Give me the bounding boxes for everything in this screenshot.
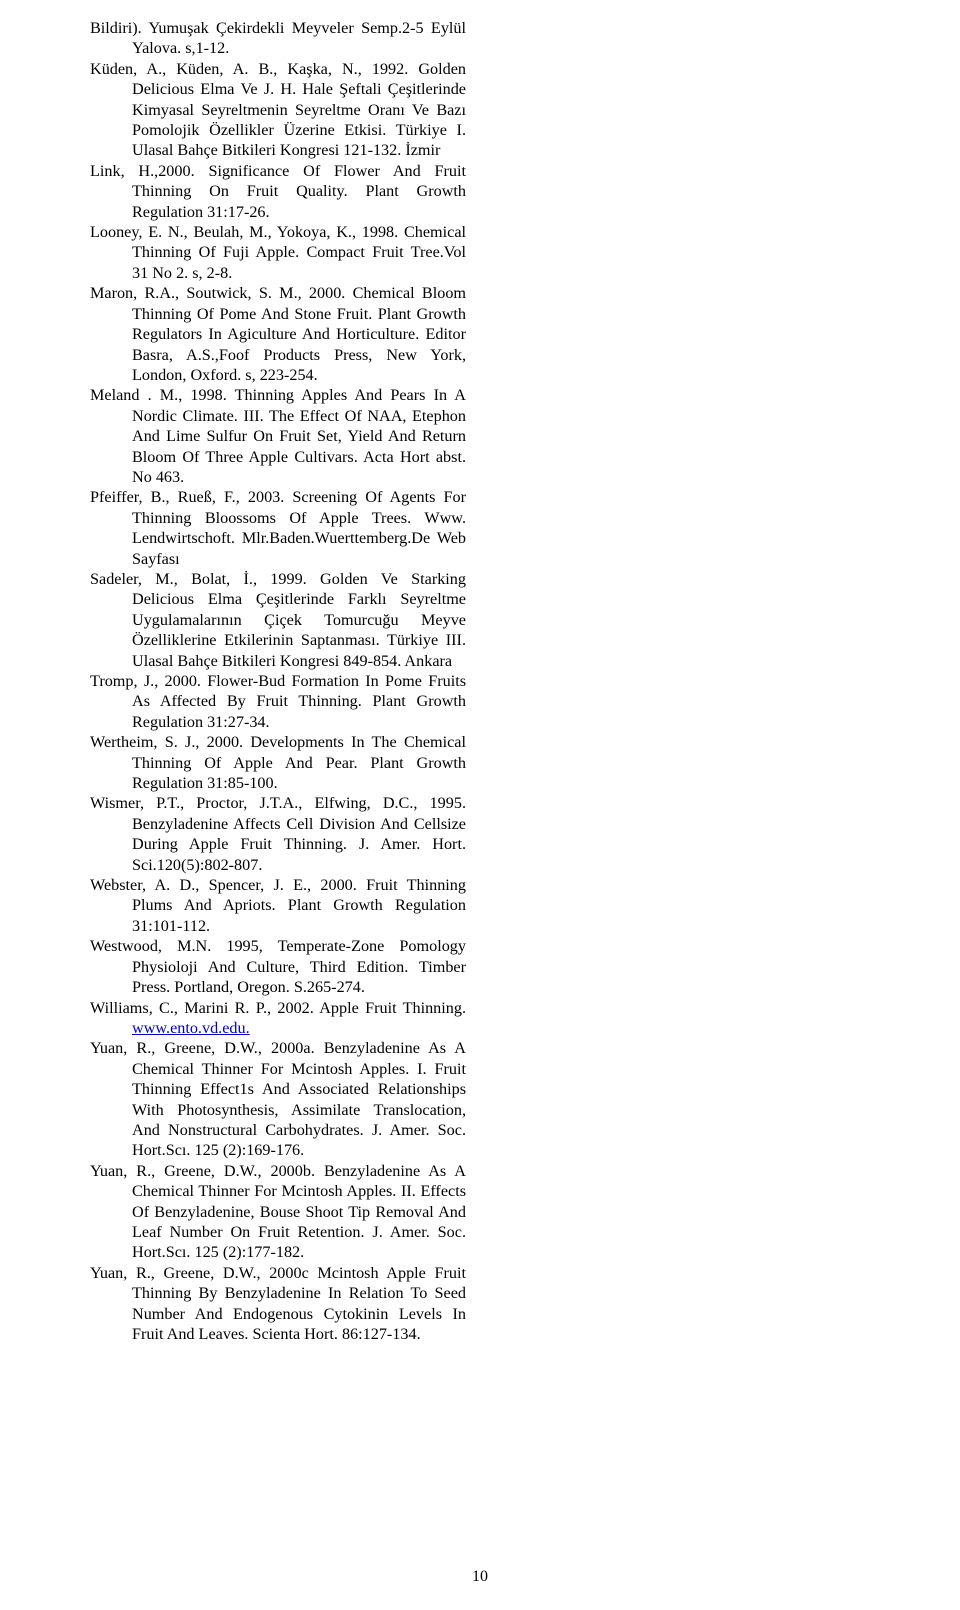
reference-entry-with-link: Williams, C., Marini R. P., 2002. Apple … [90,998,466,1039]
reference-text: Williams, C., Marini R. P., 2002. Apple … [90,999,466,1017]
references-columns: Bildiri). Yumuşak Çekirdekli Meyveler Se… [90,18,870,1488]
reference-entry: Bildiri). Yumuşak Çekirdekli Meyveler Se… [90,18,466,59]
page-number: 10 [0,1568,960,1586]
reference-entry: Tromp, J., 2000. Flower-Bud Formation In… [90,671,466,732]
reference-entry: Pfeiffer, B., Rueß, F., 2003. Screening … [90,487,466,569]
reference-entry: Wertheim, S. J., 2000. Developments In T… [90,732,466,793]
reference-entry: Yuan, R., Greene, D.W., 2000a. Benzylade… [90,1038,466,1160]
reference-entry: Looney, E. N., Beulah, M., Yokoya, K., 1… [90,222,466,283]
reference-entry: Meland . M., 1998. Thinning Apples And P… [90,385,466,487]
reference-entry: Küden, A., Küden, A. B., Kaşka, N., 1992… [90,59,466,161]
reference-entry: Maron, R.A., Soutwick, S. M., 2000. Chem… [90,283,466,385]
reference-entry: Westwood, M.N. 1995, Temperate-Zone Pomo… [90,936,466,997]
reference-entry: Sadeler, M., Bolat, İ., 1999. Golden Ve … [90,569,466,671]
reference-entry: Webster, A. D., Spencer, J. E., 2000. Fr… [90,875,466,936]
reference-entry: Yuan, R., Greene, D.W., 2000c Mcintosh A… [90,1263,466,1345]
reference-entry: Yuan, R., Greene, D.W., 2000b. Benzylade… [90,1161,466,1263]
reference-entry: Wismer, P.T., Proctor, J.T.A., Elfwing, … [90,793,466,875]
page: Bildiri). Yumuşak Çekirdekli Meyveler Se… [0,0,960,1610]
reference-link[interactable]: www.ento.vd.edu. [132,1019,250,1037]
reference-entry: Link, H.,2000. Significance Of Flower An… [90,161,466,222]
